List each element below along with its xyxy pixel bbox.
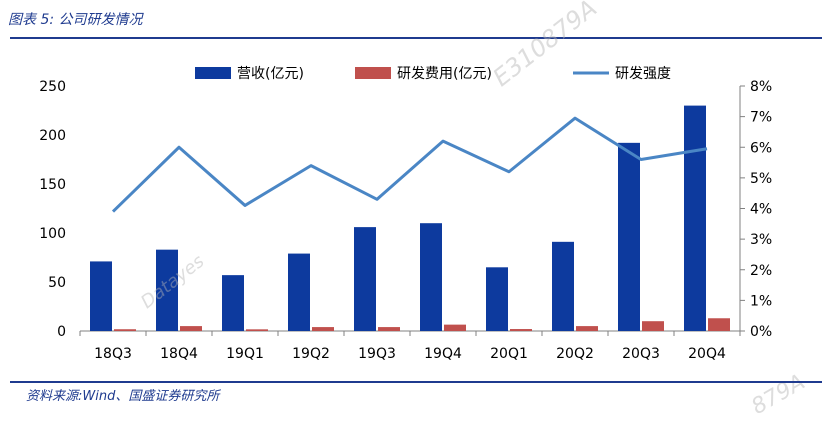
right-axis-tick-label: 0% <box>750 324 772 340</box>
bottom-rule <box>10 381 822 383</box>
source-note: 资料来源:Wind、国盛证券研究所 <box>26 389 220 404</box>
revenue-bar <box>486 267 508 331</box>
legend-label-rd-expense: 研发费用(亿元) <box>397 66 492 82</box>
x-axis-tick-label: 20Q4 <box>688 346 726 362</box>
x-axis-tick-label: 18Q3 <box>94 346 132 362</box>
rd-expense-bar <box>246 329 268 331</box>
rd-expense-bar <box>708 318 730 331</box>
x-axis-tick-label: 20Q3 <box>622 346 660 362</box>
x-axis-tick-label: 18Q4 <box>160 346 198 362</box>
right-axis-tick-label: 4% <box>750 202 772 218</box>
revenue-bar <box>420 223 442 331</box>
rd-expense-bar <box>312 327 334 331</box>
revenue-bar <box>222 275 244 331</box>
left-axis-tick-label: 0 <box>57 324 66 340</box>
rd-expense-bar <box>114 329 136 331</box>
rd-intensity-line <box>111 116 708 213</box>
legend-swatch-revenue <box>195 67 231 79</box>
x-axis-tick-label: 20Q2 <box>556 346 594 362</box>
right-axis-tick-label: 8% <box>750 79 772 95</box>
left-axis-tick-label: 200 <box>39 128 66 144</box>
rd-expense-bar <box>180 326 202 331</box>
legend-label-revenue: 营收(亿元) <box>237 66 304 82</box>
rd-expense-bar <box>642 321 664 331</box>
right-axis-tick-label: 1% <box>750 293 772 309</box>
right-axis-tick-label: 2% <box>750 263 772 279</box>
revenue-bar <box>354 227 376 331</box>
rd-expense-bar <box>378 327 400 331</box>
left-axis-tick-label: 50 <box>48 275 66 291</box>
x-axis-tick-label: 19Q1 <box>226 346 264 362</box>
left-axis-tick-label: 250 <box>39 79 66 95</box>
left-axis-tick-label: 100 <box>39 226 66 242</box>
revenue-bar <box>552 241 574 331</box>
figure-title: 图表 5: 公司研发情况 <box>8 12 143 28</box>
revenue-bar <box>156 249 178 331</box>
x-axis-tick-label: 20Q1 <box>490 346 528 362</box>
right-axis-tick-label: 7% <box>750 110 772 126</box>
rd-expense-bar <box>576 326 598 331</box>
left-axis-tick-label: 150 <box>39 177 66 193</box>
right-axis-tick-label: 3% <box>750 232 772 248</box>
revenue-bar <box>90 261 112 331</box>
top-rule <box>10 37 822 39</box>
x-axis-tick-label: 19Q4 <box>424 346 462 362</box>
rd-expense-bar <box>444 324 466 331</box>
legend-swatch-rd-expense <box>355 67 391 79</box>
x-axis-tick-label: 19Q3 <box>358 346 396 362</box>
revenue-bar <box>288 253 310 331</box>
revenue-bar <box>684 105 706 331</box>
rd-expense-bar <box>510 329 532 331</box>
x-axis-tick-label: 19Q2 <box>292 346 330 362</box>
legend-label-rd-intensity: 研发强度 <box>615 66 671 82</box>
right-axis-tick-label: 6% <box>750 140 772 156</box>
chart: 0 50 100 150 200 250 0% 1% 2% 3% 4% 5% 6% 7% 8% 18Q3 18Q… <box>39 66 772 362</box>
revenue-bar <box>618 142 640 331</box>
right-axis-tick-label: 5% <box>750 171 772 187</box>
